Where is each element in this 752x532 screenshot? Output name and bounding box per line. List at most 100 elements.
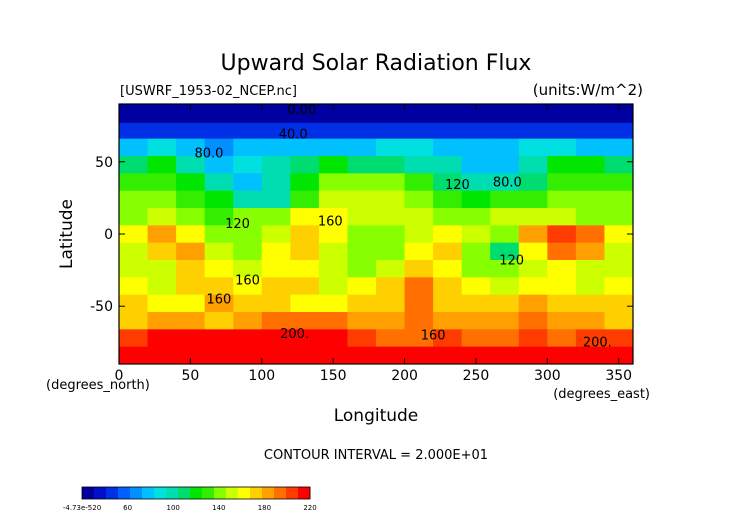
colorbar bbox=[81, 486, 311, 500]
heatmap-cell bbox=[318, 294, 348, 313]
heatmap-cell bbox=[204, 138, 234, 157]
heatmap-cell bbox=[604, 260, 634, 278]
heatmap-cell bbox=[318, 173, 348, 192]
heatmap-cell bbox=[518, 260, 548, 278]
heatmap-cell bbox=[318, 242, 348, 261]
heatmap-cell bbox=[347, 156, 377, 174]
heatmap-cell bbox=[176, 260, 206, 278]
heatmap-cell bbox=[233, 104, 263, 124]
heatmap-cell bbox=[490, 156, 520, 174]
heatmap-cell bbox=[433, 225, 463, 244]
heatmap-cell bbox=[233, 277, 263, 296]
colorbar-swatch bbox=[82, 487, 95, 499]
heatmap-cell bbox=[261, 138, 291, 157]
heatmap-cell bbox=[204, 122, 234, 140]
heatmap-cell bbox=[119, 156, 149, 174]
heatmap-cell bbox=[290, 242, 320, 261]
heatmap-cell bbox=[347, 104, 377, 124]
heatmap-cell bbox=[347, 208, 377, 226]
heatmap-cell bbox=[433, 156, 463, 174]
heatmap-cell bbox=[433, 242, 463, 261]
heatmap-cell bbox=[433, 138, 463, 157]
units-label: (units:W/m^2) bbox=[533, 81, 643, 99]
colorbar-label: 140 bbox=[212, 504, 225, 512]
heatmap-cell bbox=[119, 104, 149, 124]
colorbar-swatch bbox=[106, 487, 119, 499]
heatmap-cell bbox=[176, 190, 206, 209]
heatmap-cell bbox=[204, 173, 234, 192]
heatmap-cell bbox=[176, 294, 206, 313]
heatmap-cell bbox=[604, 208, 634, 226]
heatmap-cell bbox=[204, 190, 234, 209]
heatmap-cell bbox=[204, 225, 234, 244]
heatmap-cell bbox=[119, 190, 149, 209]
colorbar-swatch bbox=[94, 487, 107, 499]
heatmap-cell bbox=[233, 208, 263, 226]
heatmap-cell bbox=[147, 173, 177, 192]
heatmap-cell bbox=[176, 208, 206, 226]
heatmap-cell bbox=[233, 312, 263, 330]
heatmap-cell bbox=[347, 294, 377, 313]
heatmap-cell bbox=[404, 346, 434, 365]
heatmap-cell bbox=[204, 346, 234, 365]
heatmap-cell bbox=[404, 225, 434, 244]
colorbar-swatch bbox=[118, 487, 131, 499]
heatmap-cell bbox=[204, 277, 234, 296]
heatmap-cell bbox=[604, 156, 634, 174]
y-tick-label: 0 bbox=[104, 227, 113, 243]
heatmap-cell bbox=[290, 173, 320, 192]
heatmap-cell bbox=[290, 156, 320, 174]
heatmap-cell bbox=[147, 277, 177, 296]
heatmap-cell bbox=[518, 312, 548, 330]
heatmap-cell bbox=[575, 242, 605, 261]
heatmap-cell bbox=[347, 329, 377, 348]
heatmap-cell bbox=[547, 225, 577, 244]
colorbar-label: 60 bbox=[123, 504, 132, 512]
heatmap-cell bbox=[347, 260, 377, 278]
heatmap-cell bbox=[547, 242, 577, 261]
contour-interval-note: CONTOUR INTERVAL = 2.000E+01 bbox=[264, 448, 488, 463]
heatmap-cell bbox=[204, 208, 234, 226]
heatmap-cell bbox=[318, 225, 348, 244]
heatmap-cell bbox=[204, 104, 234, 124]
heatmap-cell bbox=[347, 346, 377, 365]
heatmap-cell bbox=[176, 138, 206, 157]
heatmap-cell bbox=[347, 225, 377, 244]
heatmap-cell bbox=[318, 329, 348, 348]
heatmap-cell bbox=[433, 294, 463, 313]
heatmap-cell bbox=[518, 173, 548, 192]
colorbar-swatch bbox=[238, 487, 251, 499]
heatmap-cell bbox=[547, 260, 577, 278]
heatmap-cell bbox=[575, 294, 605, 313]
heatmap-cell bbox=[461, 104, 491, 124]
heatmap-cell bbox=[376, 346, 406, 365]
y-unit-label: (degrees_north) bbox=[46, 378, 150, 393]
heatmap-cell bbox=[290, 122, 320, 140]
heatmap-cell bbox=[290, 329, 320, 348]
heatmap-cell bbox=[233, 122, 263, 140]
heatmap-cell bbox=[490, 277, 520, 296]
colorbar-swatch bbox=[214, 487, 227, 499]
contour-label: 120 bbox=[225, 217, 250, 232]
colorbar-label: 220 bbox=[303, 504, 316, 512]
heatmap-cell bbox=[318, 346, 348, 365]
heatmap-cell bbox=[461, 173, 491, 192]
heatmap-cell bbox=[518, 242, 548, 261]
contour-label: 200. bbox=[280, 327, 309, 342]
heatmap-cell bbox=[604, 173, 634, 192]
heatmap-cell bbox=[604, 294, 634, 313]
heatmap-cell bbox=[176, 104, 206, 124]
contour-labels: 0.0040.080.080.0120120120160160160160200… bbox=[194, 103, 611, 351]
colorbar-labels: -4.73e-520 60 100 140 180 220 bbox=[63, 504, 317, 512]
heatmap-cell bbox=[575, 122, 605, 140]
heatmap-cell bbox=[404, 156, 434, 174]
heatmap-cell bbox=[433, 104, 463, 124]
heatmap-cell bbox=[176, 122, 206, 140]
heatmap-cell bbox=[233, 294, 263, 313]
heatmap-cell bbox=[461, 294, 491, 313]
heatmap-cell bbox=[490, 312, 520, 330]
heatmap-cell bbox=[261, 277, 291, 296]
heatmap-cell bbox=[233, 225, 263, 244]
colorbar-swatch bbox=[250, 487, 263, 499]
